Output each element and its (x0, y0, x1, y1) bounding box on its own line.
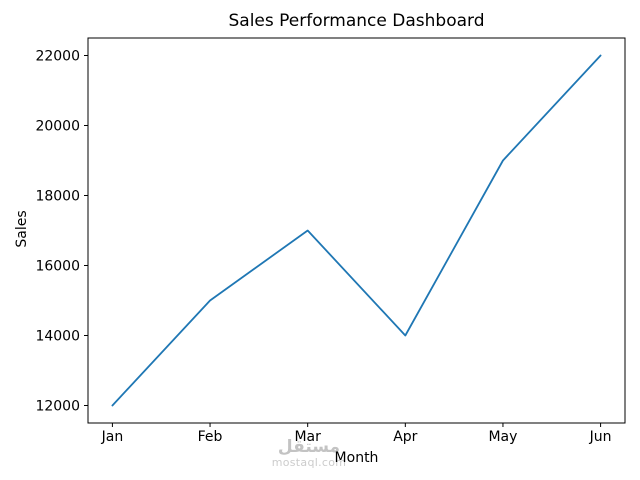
x-tick-label: Jan (101, 429, 124, 445)
mostaql-domain-text: mostaql.com (271, 456, 347, 469)
sales-series-line (111, 54, 602, 407)
x-axis-label: Month (334, 450, 379, 466)
mostaql-logo-text: مستقل (277, 437, 341, 457)
x-tick-label: Apr (393, 429, 417, 445)
y-tick-label: 12000 (35, 399, 80, 415)
y-axis-label: Sales (14, 210, 30, 248)
x-tick-label: May (488, 429, 517, 445)
x-tick-label: Mar (294, 429, 321, 445)
x-tick-label: Jun (589, 429, 612, 445)
y-tick-label: 22000 (35, 49, 80, 65)
mostaql-watermark: مستقل mostaql.com (268, 438, 350, 469)
y-tick-label: 16000 (35, 259, 80, 275)
plot-frame (87, 37, 626, 424)
x-tick-label: Feb (198, 429, 223, 445)
y-tick-label: 14000 (35, 329, 80, 345)
y-tick-label: 20000 (35, 119, 80, 135)
chart-title: Sales Performance Dashboard (228, 11, 485, 31)
y-tick-label: 18000 (35, 189, 80, 205)
